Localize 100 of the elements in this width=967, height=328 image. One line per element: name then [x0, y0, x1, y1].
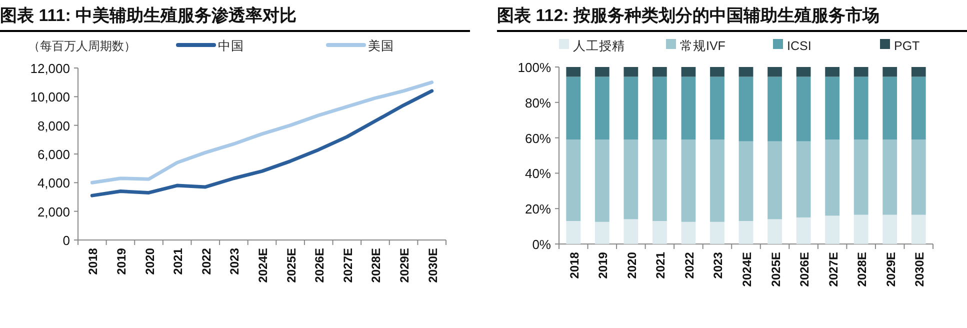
x-tick-label: 2025E [284, 248, 298, 283]
bar [825, 140, 840, 216]
x-tick-label: 2026E [312, 248, 327, 283]
x-tick-label: 2019 [596, 252, 610, 279]
chart-title: 图表 111: 中美辅助生殖服务渗透率对比 [0, 4, 470, 32]
x-tick-label: 2029E [884, 252, 898, 287]
bar [594, 140, 610, 222]
x-tick-label: 2026E [798, 252, 812, 287]
bar [624, 67, 638, 77]
bar [825, 216, 840, 244]
x-tick-label: 2018 [86, 248, 100, 275]
bar [825, 67, 840, 77]
x-tick-label: 2022 [199, 248, 214, 275]
x-tick-label: 2018 [567, 252, 582, 279]
bar [652, 67, 667, 77]
y-tick-label: 60% [524, 130, 552, 146]
bar [738, 76, 754, 142]
bar [710, 222, 724, 244]
x-tick-label: 2028E [369, 248, 384, 283]
x-tick-label: 2027E [826, 252, 840, 287]
y-tick-label: 10,000 [30, 90, 70, 105]
bar [882, 67, 898, 77]
y-tick-label: 0% [532, 237, 552, 252]
y-tick-label: 40% [524, 166, 552, 182]
x-tick-label: 2030E [426, 248, 440, 283]
bar [796, 67, 811, 77]
bar [768, 141, 782, 220]
x-tick-label: 2027E [340, 248, 355, 283]
x-tick-label: 2030E [912, 252, 927, 287]
bar [854, 140, 868, 215]
bar [566, 76, 581, 140]
y-tick-label: 4,000 [37, 176, 70, 191]
bar [796, 76, 811, 142]
y-tick-label: 80% [524, 95, 552, 110]
bar [710, 67, 724, 77]
y-axis-title: （每百万人周期数） [28, 39, 136, 53]
bar [710, 76, 724, 140]
bar [882, 76, 898, 140]
legend-label: ICSI [787, 39, 812, 53]
y-tick-label: 0 [62, 233, 70, 248]
x-tick-label: 2021 [654, 252, 668, 279]
legend-label: 美国 [368, 38, 394, 53]
bar [882, 140, 898, 215]
bar [825, 76, 840, 140]
bar [624, 219, 638, 244]
bar [911, 214, 926, 244]
bar [681, 140, 696, 222]
bar [768, 219, 782, 244]
bar [566, 140, 581, 221]
bar [911, 140, 926, 215]
x-tick-label: 2020 [142, 248, 157, 275]
legend-label: 常规IVF [680, 39, 726, 53]
y-tick-label: 100% [518, 60, 552, 75]
bar [710, 140, 724, 222]
bar [882, 214, 898, 244]
legend-label: 中国 [218, 39, 244, 53]
x-tick-label: 2023 [711, 252, 726, 279]
bar [911, 67, 926, 77]
x-tick-label: 2025E [768, 252, 783, 287]
bar [911, 76, 926, 140]
bar [594, 67, 610, 77]
bar [854, 214, 868, 244]
bar [796, 217, 811, 244]
bar [768, 76, 782, 142]
x-tick-label: 2024E [740, 252, 754, 287]
bar [738, 67, 754, 77]
line-series [90, 89, 434, 198]
bar [854, 67, 868, 77]
bar [768, 67, 782, 77]
x-tick-label: 2019 [114, 248, 128, 275]
chart-title: 图表 112: 按服务种类划分的中国辅助生殖服务市场 [497, 4, 967, 32]
bar [681, 76, 696, 140]
y-tick-label: 6,000 [37, 147, 70, 162]
bar [681, 67, 696, 77]
bar [624, 76, 638, 140]
bar [738, 220, 754, 244]
y-tick-label: 12,000 [30, 61, 70, 76]
x-tick-label: 2021 [171, 248, 186, 275]
x-tick-label: 2020 [624, 252, 639, 279]
bar [594, 222, 610, 244]
bar [594, 76, 610, 140]
bar [796, 141, 811, 218]
bar [652, 76, 667, 140]
bar [624, 140, 638, 220]
y-tick-label: 8,000 [37, 118, 70, 134]
bar [854, 76, 868, 140]
y-tick-label: 20% [524, 202, 552, 217]
x-tick-label: 2024E [256, 248, 270, 283]
y-tick-label: 2,000 [37, 204, 70, 220]
line-series [90, 80, 434, 184]
legend-label: 人工授精 [573, 39, 625, 53]
bar [566, 220, 581, 244]
bar [566, 67, 581, 77]
x-tick-label: 2022 [682, 252, 696, 279]
x-tick-label: 2029E [398, 248, 412, 283]
bar [738, 141, 754, 221]
x-tick-label: 2023 [228, 248, 242, 275]
bar [681, 222, 696, 244]
legend-label: PGT [894, 39, 920, 53]
x-tick-label: 2028E [855, 252, 870, 287]
